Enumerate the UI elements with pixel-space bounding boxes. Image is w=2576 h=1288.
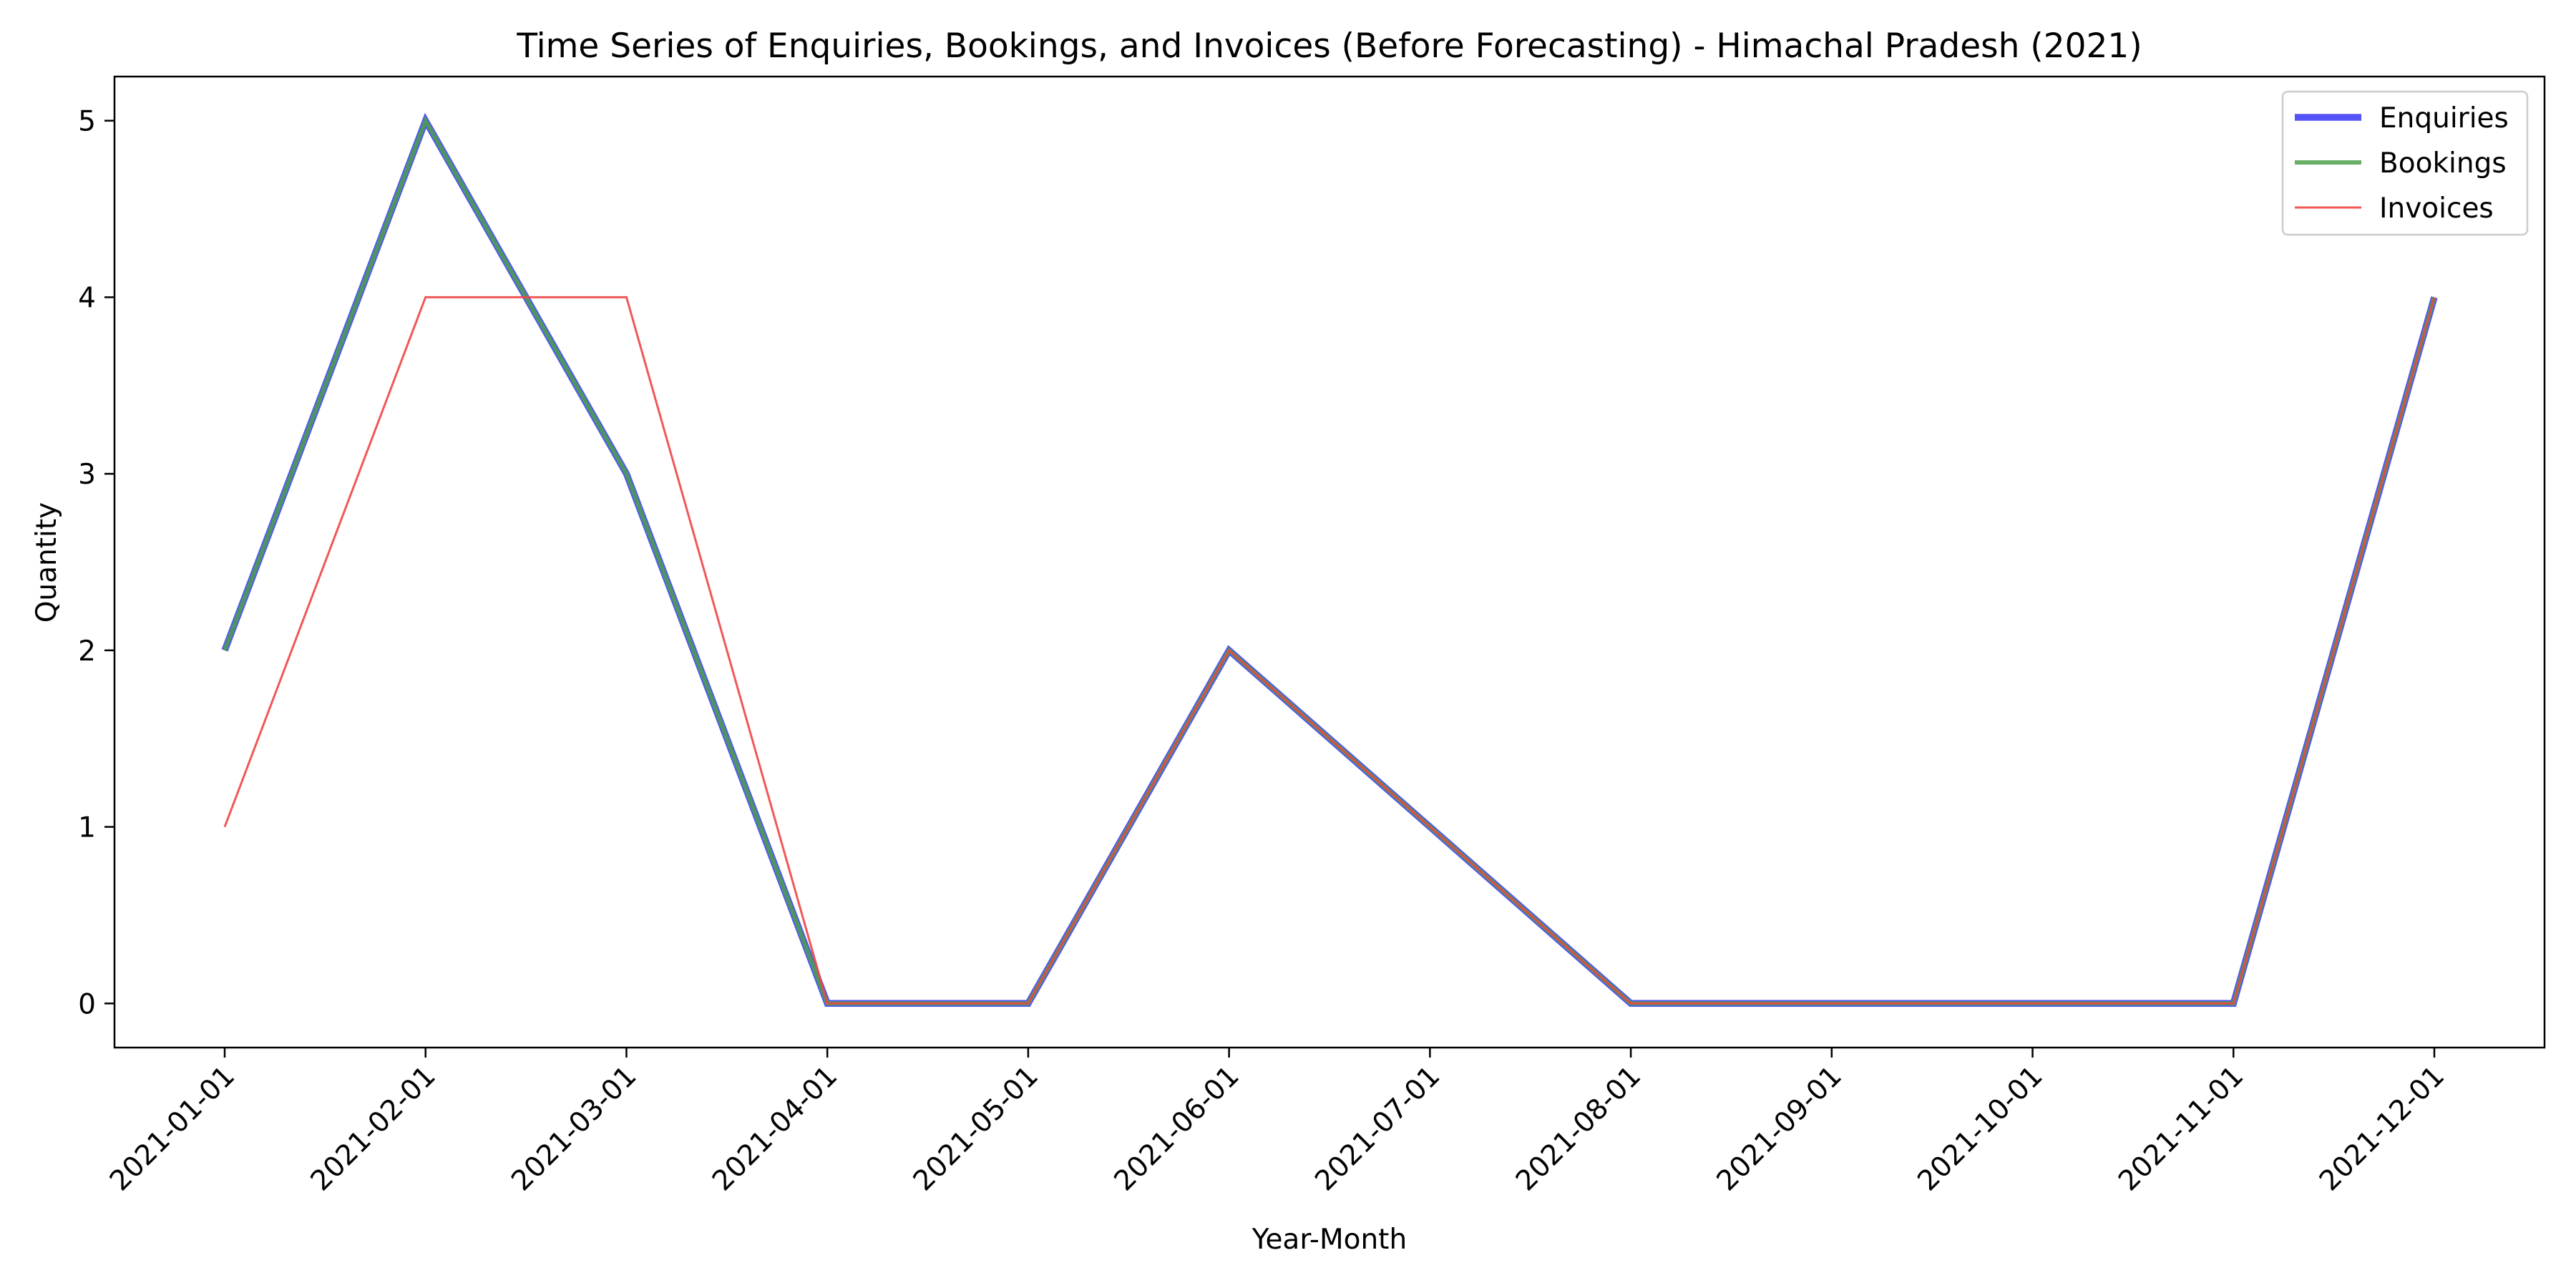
legend-label-bookings: Bookings [2379,147,2507,180]
legend-box [2281,90,2529,236]
y-tick-label: 5 [78,106,96,138]
y-tick-label: 2 [78,635,96,668]
y-axis-label: Quantity [31,502,63,623]
x-axis-label: Year-Month [1252,1224,1407,1256]
plot-area [113,75,2546,1049]
legend: Enquiries Bookings Invoices [2281,90,2529,236]
plot-frame [113,75,2546,1049]
y-tick-label: 3 [78,459,96,491]
series-line-invoices [223,296,2436,1005]
chart-title: Time Series of Enquiries, Bookings, and … [516,26,2142,66]
y-tick-label: 4 [78,282,96,314]
y-tick-label: 0 [78,988,96,1020]
y-axis: 0 1 2 3 4 5 [78,106,114,1020]
series-lines [221,112,2438,1008]
y-tick-label: 1 [78,812,96,844]
legend-label-invoices: Invoices [2379,192,2494,225]
legend-label-enquiries: Enquiries [2379,102,2509,135]
